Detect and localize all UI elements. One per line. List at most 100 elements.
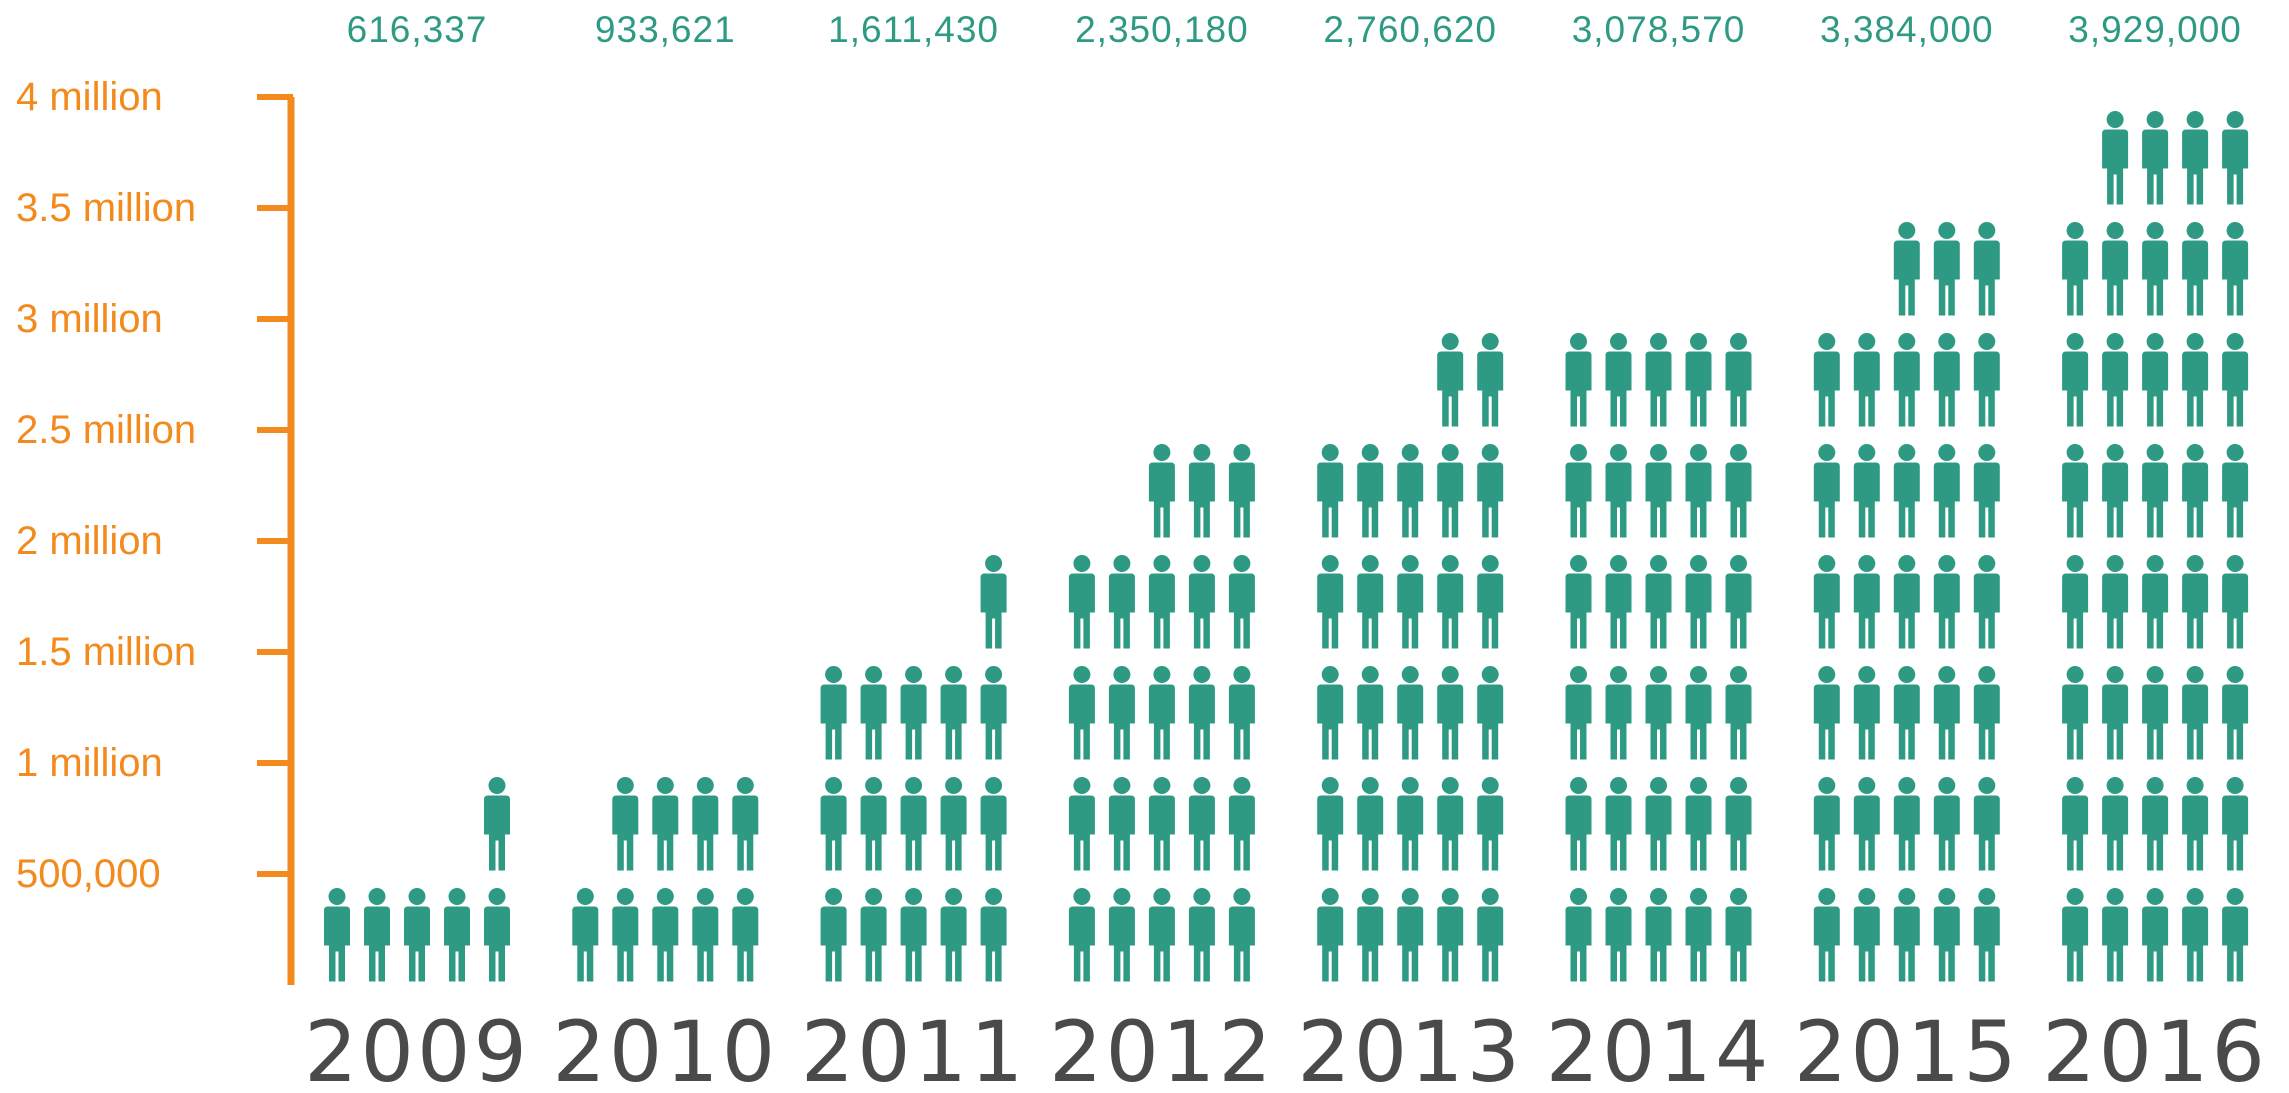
person-icon	[1188, 888, 1215, 982]
y-tick-label: 1.5 million	[16, 630, 196, 674]
x-tick-label: 2010	[552, 1003, 778, 1093]
person-icon	[1068, 555, 1095, 649]
person-icon	[1108, 888, 1135, 982]
person-icon	[1148, 555, 1175, 649]
person-icon	[1148, 666, 1175, 760]
person-icon	[2222, 555, 2249, 649]
bar-2016	[2062, 111, 2249, 982]
bar-2009	[324, 777, 510, 982]
person-icon	[1317, 666, 1344, 760]
person-icon	[1813, 777, 1840, 871]
person-icon	[2142, 777, 2169, 871]
person-icon	[2222, 222, 2249, 316]
person-icon	[940, 888, 967, 982]
person-icon	[2102, 333, 2129, 427]
person-icon	[1933, 444, 1960, 538]
person-icon	[1853, 777, 1880, 871]
person-icon	[1437, 777, 1464, 871]
person-icon	[2102, 555, 2129, 649]
person-icon	[692, 888, 719, 982]
bar-2011	[820, 555, 1007, 982]
bar-2012	[1068, 444, 1255, 982]
person-icon	[1685, 333, 1712, 427]
person-icon	[1933, 666, 1960, 760]
person-icon	[1893, 222, 1920, 316]
person-icon	[1685, 888, 1712, 982]
person-icon	[1645, 333, 1672, 427]
person-icon	[2222, 444, 2249, 538]
person-icon	[1228, 777, 1255, 871]
person-icon	[2102, 666, 2129, 760]
icon-bars	[324, 111, 2249, 982]
person-icon	[1565, 666, 1592, 760]
person-icon	[860, 777, 887, 871]
person-icon	[2062, 555, 2089, 649]
person-icon	[1725, 666, 1752, 760]
year-labels: 2009 2010 2011 2012 2013 2014 2015 2016	[304, 1003, 2265, 1093]
value-label: 2,760,620	[1323, 9, 1497, 50]
person-icon	[2102, 444, 2129, 538]
person-icon	[940, 666, 967, 760]
person-icon	[1685, 444, 1712, 538]
person-icon	[1605, 666, 1632, 760]
person-icon	[1725, 444, 1752, 538]
person-icon	[2142, 111, 2169, 205]
person-icon	[1565, 777, 1592, 871]
person-icon	[1725, 555, 1752, 649]
person-icon	[1645, 555, 1672, 649]
person-icon	[1357, 777, 1384, 871]
person-icon	[1933, 777, 1960, 871]
person-icon	[364, 888, 390, 982]
value-label: 3,384,000	[1820, 9, 1994, 50]
person-icon	[2222, 777, 2249, 871]
person-icon	[1685, 666, 1712, 760]
person-icon	[1397, 888, 1424, 982]
person-icon	[2142, 666, 2169, 760]
person-icon	[404, 888, 430, 982]
person-icon	[1973, 777, 2000, 871]
person-icon	[2142, 222, 2169, 316]
person-icon	[1357, 666, 1384, 760]
person-icon	[1973, 555, 2000, 649]
person-icon	[1068, 777, 1095, 871]
person-icon	[2222, 111, 2249, 205]
person-icon	[1605, 555, 1632, 649]
person-icon	[1973, 888, 2000, 982]
person-icon	[1317, 888, 1344, 982]
person-icon	[820, 888, 847, 982]
x-tick-label: 2009	[304, 1003, 530, 1093]
person-icon	[612, 888, 639, 982]
person-icon	[1565, 888, 1592, 982]
person-icon	[692, 777, 719, 871]
person-icon	[2062, 222, 2089, 316]
value-label: 616,337	[347, 9, 488, 50]
person-icon	[2142, 888, 2169, 982]
person-icon	[1893, 888, 1920, 982]
person-icon	[1477, 777, 1504, 871]
bar-2010	[572, 777, 759, 982]
person-icon	[1188, 777, 1215, 871]
person-icon	[1437, 666, 1464, 760]
person-icon	[1477, 444, 1504, 538]
y-tick-label: 500,000	[16, 852, 161, 896]
y-axis: 500,000 1 million 1.5 million 2 million 2.5 …	[16, 75, 295, 985]
person-icon	[1437, 555, 1464, 649]
person-icon	[1397, 555, 1424, 649]
person-icon	[2142, 444, 2169, 538]
person-icon	[1108, 444, 1122, 538]
person-icon	[900, 777, 927, 871]
person-icon	[1397, 666, 1424, 760]
person-icon	[2102, 888, 2129, 982]
person-icon	[2182, 555, 2209, 649]
person-icon	[2222, 666, 2249, 760]
person-icon	[1813, 444, 1840, 538]
person-icon	[572, 888, 599, 982]
person-icon	[1477, 555, 1504, 649]
person-icon	[980, 555, 1007, 649]
person-icon	[2062, 888, 2089, 982]
x-tick-label: 2012	[1049, 1003, 1275, 1093]
person-icon	[2062, 777, 2089, 871]
person-icon	[1605, 888, 1632, 982]
person-icon	[900, 888, 927, 982]
person-icon	[1813, 888, 1840, 982]
